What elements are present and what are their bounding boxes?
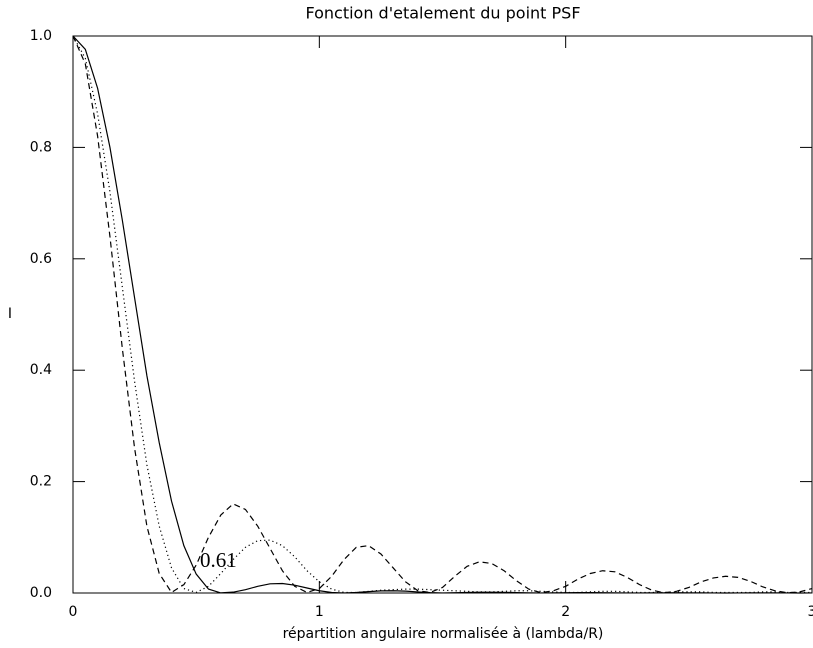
x-axis-label: répartition angulaire normalisée à (lamb…	[283, 626, 604, 642]
chart-title: Fonction d'etalement du point PSF	[305, 4, 580, 23]
line-series	[72, 35, 812, 594]
x-tick-label: 1	[315, 604, 324, 620]
x-tick-label: 0	[69, 604, 78, 620]
line-series	[72, 35, 813, 594]
line-series	[72, 35, 813, 594]
y-tick-label: 1.0	[30, 28, 52, 44]
y-axis-label: I	[8, 306, 12, 322]
x-tick-label: 3	[808, 604, 813, 620]
annotation: 0.61	[200, 548, 237, 572]
y-tick-label: 0.2	[30, 474, 52, 490]
y-tick-label: 0.8	[30, 139, 52, 155]
plot-frame	[72, 35, 813, 594]
x-tick-label: 2	[561, 604, 570, 620]
y-tick-label: 0.4	[30, 362, 52, 378]
y-tick-label: 0.0	[30, 585, 52, 601]
y-tick-label: 0.6	[30, 251, 52, 267]
